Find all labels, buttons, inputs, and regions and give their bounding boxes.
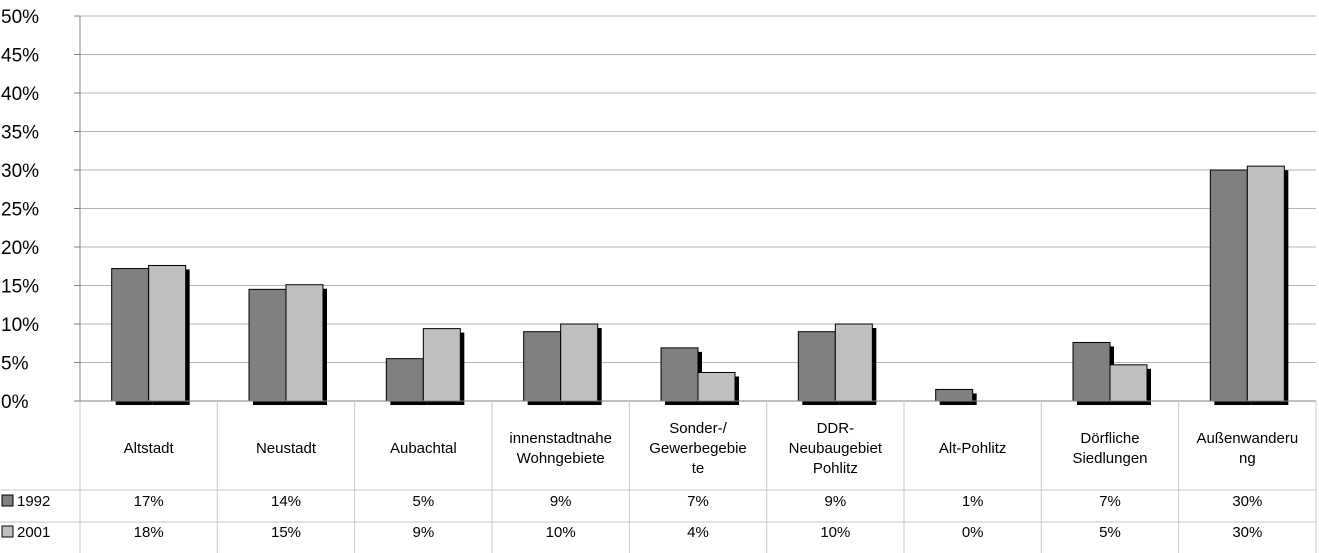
legend-label-2001: 2001	[17, 524, 50, 541]
category-label: ng	[1239, 450, 1256, 467]
bar-1992-9	[1209, 169, 1248, 402]
bar-2001-1	[148, 264, 187, 402]
y-tick-label: 0%	[1, 392, 29, 413]
data-label: 30%	[1232, 493, 1262, 510]
y-tick-label: 45%	[1, 46, 39, 67]
data-label: 10%	[820, 524, 850, 541]
bar-1992-3	[385, 358, 424, 402]
bar-2001-4	[560, 323, 599, 402]
bar-1992-5	[660, 347, 699, 402]
category-label: Sonder-/	[669, 420, 727, 437]
bar-2001-9	[1246, 165, 1285, 402]
category-label: Aubachtal	[390, 440, 457, 457]
category-label: Außenwanderu	[1196, 430, 1298, 447]
data-label: 30%	[1232, 524, 1262, 541]
y-tick-label: 5%	[1, 354, 29, 375]
y-tick-label: 40%	[1, 84, 39, 105]
bar-1992-8	[1072, 341, 1111, 402]
bars	[80, 165, 1316, 405]
category-label: Siedlungen	[1072, 450, 1147, 467]
data-label: 5%	[1099, 524, 1121, 541]
data-label: 1%	[962, 493, 984, 510]
data-label: 17%	[134, 493, 164, 510]
y-axis: 0% 5% 10% 15% 20% 25% 30% 35% 40% 45% 50%	[1, 7, 81, 413]
data-label: 0%	[962, 524, 984, 541]
data-label: 5%	[412, 493, 434, 510]
legend-swatch-1992	[1, 494, 14, 507]
data-label: 15%	[271, 524, 301, 541]
category-label: Alt-Pohlitz	[939, 440, 1007, 457]
y-tick-label: 10%	[1, 315, 39, 336]
bar-1992-2	[248, 288, 287, 402]
data-label: 14%	[271, 493, 301, 510]
bar-1992-4	[523, 331, 562, 402]
category-label: Wohngebiete	[517, 450, 605, 467]
category-label: te	[692, 460, 705, 477]
category-label: Neustadt	[256, 440, 317, 457]
data-label: 7%	[687, 493, 709, 510]
category-label: Neubaugebiet	[789, 440, 883, 457]
data-label: 18%	[134, 524, 164, 541]
data-label: 7%	[1099, 493, 1121, 510]
y-tick-label: 20%	[1, 238, 39, 259]
category-label: Altstadt	[124, 440, 175, 457]
data-label: 9%	[824, 493, 846, 510]
bar-1992-6	[797, 331, 836, 402]
category-label: DDR-	[817, 420, 855, 437]
data-label: 10%	[546, 524, 576, 541]
data-label: 9%	[550, 493, 572, 510]
y-tick-label: 15%	[1, 277, 39, 298]
bar-2001-3	[422, 328, 461, 402]
data-table: Altstadt Neustadt Aubachtal innenstadtnahe W…	[0, 401, 1317, 553]
category-label: Dörfliche	[1080, 430, 1139, 447]
bar-1992-7	[935, 388, 974, 402]
bar-1992-1	[111, 268, 150, 402]
category-label: Gewerbegebie	[649, 440, 747, 457]
bar-2001-2	[285, 284, 324, 402]
bar-2001-8	[1109, 364, 1148, 402]
data-label: 9%	[412, 524, 434, 541]
legend-swatch-2001	[1, 525, 14, 538]
category-label: innenstadtnahe	[509, 430, 612, 447]
y-tick-label: 30%	[1, 161, 39, 182]
y-tick-label: 50%	[1, 7, 39, 28]
category-label: Pohlitz	[813, 460, 858, 477]
bar-2001-6	[834, 323, 873, 402]
data-label: 4%	[687, 524, 709, 541]
legend-label-1992: 1992	[17, 493, 50, 510]
y-tick-label: 35%	[1, 123, 39, 144]
y-tick-label: 25%	[1, 200, 39, 221]
bar-2001-5	[697, 372, 736, 402]
